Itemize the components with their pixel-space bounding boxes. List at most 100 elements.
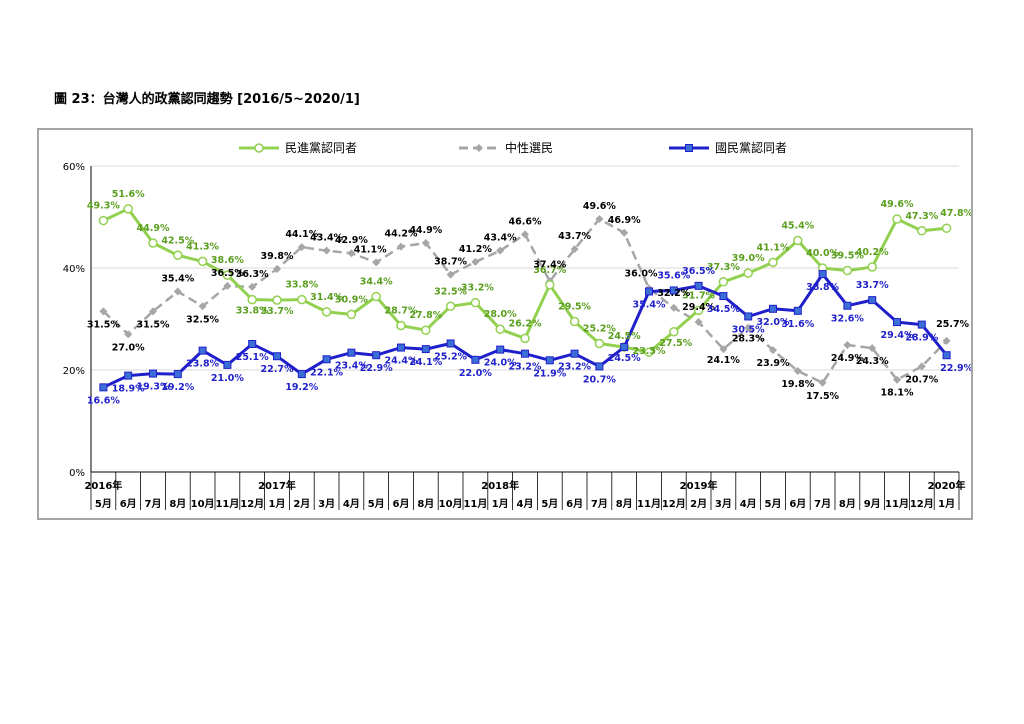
data-point (173, 370, 182, 379)
y-tick-label: 20% (63, 366, 85, 377)
data-point (471, 355, 480, 364)
data-point (744, 312, 753, 321)
x-tick-label: 7月 (814, 498, 831, 510)
x-tick-label: 12月 (662, 498, 686, 510)
data-label: 30.5% (732, 324, 765, 335)
data-label: 26.2% (509, 318, 542, 329)
legend-label: 國民黨認同者 (715, 140, 787, 155)
data-point (917, 320, 926, 329)
data-point (718, 277, 729, 287)
data-label: 36.5% (682, 266, 715, 277)
data-label: 47.3% (905, 211, 938, 222)
data-label: 49.6% (881, 199, 914, 210)
data-point (495, 324, 505, 334)
data-point (197, 256, 208, 267)
data-point (272, 295, 282, 305)
x-tick-label: 6月 (566, 498, 583, 510)
data-point (644, 347, 654, 357)
data-point (446, 270, 455, 279)
data-point (669, 327, 679, 337)
data-label: 43.4% (310, 233, 343, 244)
x-tick-label: 4月 (517, 498, 534, 510)
data-point (496, 246, 505, 255)
data-label: 24.3% (856, 356, 889, 367)
data-label: 42.5% (161, 235, 194, 246)
data-label: 31.5% (87, 319, 120, 330)
data-point (843, 301, 852, 310)
x-tick-label: 2月 (293, 498, 310, 510)
data-point (892, 214, 902, 224)
year-label: 2017年 (258, 479, 296, 492)
data-point (372, 351, 381, 360)
legend-marker (475, 144, 483, 152)
data-label: 24.9% (831, 353, 864, 364)
data-point (273, 265, 281, 274)
data-point (645, 287, 653, 296)
data-label: 19.3% (137, 382, 170, 393)
data-point (149, 369, 157, 378)
data-label: 34.4% (360, 277, 393, 288)
x-tick-label: 12月 (910, 498, 934, 510)
data-point (173, 250, 183, 260)
x-tick-label: 9月 (864, 498, 881, 510)
data-label: 44.1% (285, 229, 318, 240)
data-point (917, 362, 926, 371)
y-tick-label: 40% (63, 264, 85, 275)
data-point (148, 238, 158, 248)
x-tick-label: 1月 (492, 498, 509, 510)
data-point (421, 345, 430, 354)
data-label: 28.3% (732, 334, 765, 345)
data-label: 29.4% (881, 330, 914, 341)
data-point (173, 287, 182, 296)
figure-title: 圖 23：台灣人的政黨認同趨勢 [2016/5~2020/1] (54, 92, 360, 107)
data-point (222, 270, 233, 280)
x-tick-label: 6月 (393, 498, 410, 510)
data-point (893, 375, 901, 384)
legend-label: 中性選民 (505, 140, 553, 155)
data-point (223, 281, 232, 290)
x-tick-label: 6月 (789, 498, 806, 510)
data-point (868, 296, 877, 305)
data-point (321, 307, 332, 317)
data-point (669, 286, 678, 295)
data-point (99, 383, 108, 392)
data-label: 51.6% (112, 189, 145, 200)
data-label: 39.0% (732, 253, 765, 264)
x-tick-label: 11月 (885, 498, 909, 510)
data-point (793, 306, 802, 315)
data-point (769, 346, 777, 355)
data-point (570, 349, 579, 358)
data-point (595, 215, 604, 224)
data-label: 27.0% (112, 342, 145, 353)
data-label: 36.5% (211, 268, 244, 279)
data-label: 41.1% (354, 244, 387, 255)
data-point (397, 242, 405, 251)
year-label: 2016年 (84, 479, 122, 492)
data-point (694, 318, 703, 327)
x-tick-label: 5月 (95, 498, 112, 510)
x-tick-label: 11月 (463, 498, 487, 510)
data-label: 36.3% (236, 269, 269, 280)
data-point (569, 316, 580, 327)
data-label: 29.5% (558, 302, 591, 313)
x-tick-label: 3月 (318, 498, 335, 510)
data-label: 18.9% (112, 384, 145, 395)
data-label: 31.7% (682, 290, 715, 301)
data-label: 33.7% (261, 306, 294, 317)
data-point (793, 367, 802, 376)
data-label: 34.5% (707, 304, 740, 315)
data-point (521, 230, 529, 239)
data-point (99, 307, 108, 316)
data-point (744, 323, 753, 332)
data-label: 38.8% (806, 282, 839, 293)
data-label: 28.7% (385, 306, 418, 317)
data-label: 21.9% (533, 368, 566, 379)
x-tick-label: 4月 (740, 498, 757, 510)
data-label: 40.2% (856, 247, 889, 258)
data-point (570, 245, 579, 254)
data-label: 47.8% (940, 208, 971, 219)
data-label: 38.7% (434, 257, 467, 268)
x-tick-label: 8月 (839, 498, 856, 510)
data-label: 17.5% (806, 391, 839, 402)
data-point (520, 333, 530, 344)
